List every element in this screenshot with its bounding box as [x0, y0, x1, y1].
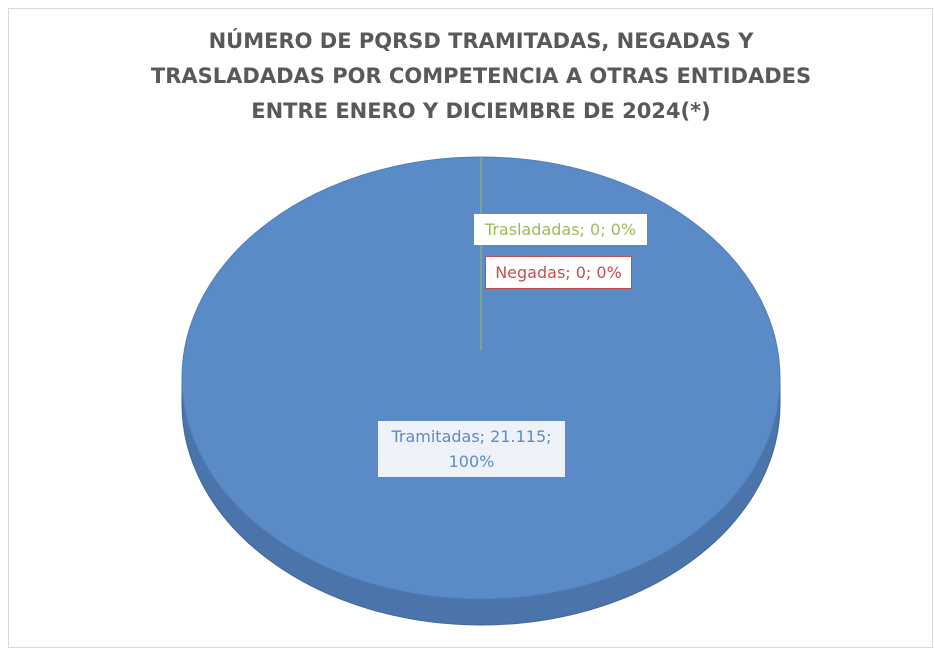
chart-frame [8, 8, 933, 648]
data-label: Negadas; 0; 0% [485, 256, 632, 289]
data-label: Tramitadas; 21.115; 100% [378, 421, 565, 477]
chart-title: TRASLADADAS POR COMPETENCIA A OTRAS ENTI… [151, 64, 811, 88]
chart-title: NÚMERO DE PQRSD TRAMITADAS, NEGADAS Y [209, 28, 755, 53]
chart-title: ENTRE ENERO Y DICIEMBRE DE 2024(*) [251, 99, 710, 123]
data-label: Trasladadas; 0; 0% [474, 214, 647, 245]
